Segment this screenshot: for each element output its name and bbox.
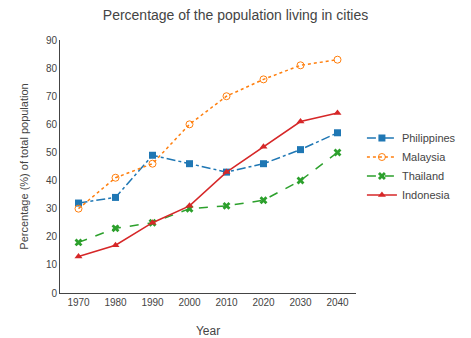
svg-text:1990: 1990 [141, 297, 164, 308]
svg-text:Philippines: Philippines [402, 132, 456, 144]
svg-text:80: 80 [46, 63, 58, 74]
svg-text:2030: 2030 [289, 297, 312, 308]
svg-text:Year: Year [196, 324, 220, 338]
svg-text:30: 30 [46, 203, 58, 214]
svg-text:20: 20 [46, 231, 58, 242]
svg-text:40: 40 [46, 175, 58, 186]
svg-text:1980: 1980 [104, 297, 127, 308]
svg-text:Percentage (%) of total popula: Percentage (%) of total population [18, 83, 30, 249]
svg-text:10: 10 [46, 259, 58, 270]
svg-text:70: 70 [46, 91, 58, 102]
svg-text:Thailand: Thailand [402, 170, 444, 182]
svg-text:1970: 1970 [67, 297, 90, 308]
svg-text:Malaysia: Malaysia [402, 151, 446, 163]
svg-text:Percentage of the population l: Percentage of the population living in c… [103, 7, 368, 23]
svg-text:0: 0 [51, 288, 57, 299]
svg-text:2000: 2000 [178, 297, 201, 308]
svg-text:Indonesia: Indonesia [402, 189, 451, 201]
svg-text:2010: 2010 [215, 297, 238, 308]
svg-text:90: 90 [46, 35, 58, 46]
svg-text:2040: 2040 [326, 297, 349, 308]
svg-text:60: 60 [46, 119, 58, 130]
svg-text:50: 50 [46, 147, 58, 158]
svg-text:2020: 2020 [252, 297, 275, 308]
